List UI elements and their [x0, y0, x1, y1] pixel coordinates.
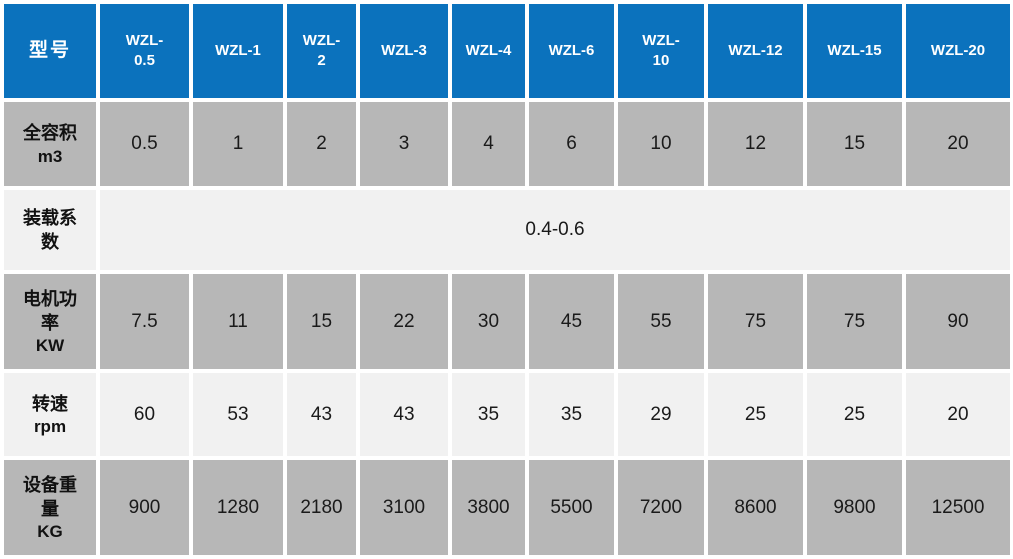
row-label-speed: 转速 rpm: [4, 373, 96, 456]
cell-motor-power-8: 75: [807, 274, 902, 369]
cell-speed-4: 35: [452, 373, 525, 456]
row-label-motor-power: 电机功 率 KW: [4, 274, 96, 369]
column-header-wzl-20: WZL-20: [906, 4, 1010, 98]
row-label-loading-factor-zh: 装载系 数: [23, 207, 77, 252]
cell-volume-9: 20: [906, 102, 1010, 186]
table-row-motor-power: 电机功 率 KW 7.5 11 15 22 30 45 55 75 75 90: [4, 274, 1010, 369]
cell-weight-6: 7200: [618, 460, 704, 555]
cell-weight-5: 5500: [529, 460, 614, 555]
column-header-wzl-6: WZL-6: [529, 4, 614, 98]
column-header-wzl-15: WZL-15: [807, 4, 902, 98]
row-label-volume-zh: 全容积: [23, 123, 77, 144]
cell-motor-power-4: 30: [452, 274, 525, 369]
cell-speed-0: 60: [100, 373, 189, 456]
cell-speed-7: 25: [708, 373, 803, 456]
cell-weight-0: 900: [100, 460, 189, 555]
table-row-volume: 全容积 m3 0.5 1 2 3 4 6 10 12 15 20: [4, 102, 1010, 186]
cell-loading-factor-merged: 0.4-0.6: [100, 190, 1010, 270]
cell-motor-power-2: 15: [287, 274, 356, 369]
cell-motor-power-3: 22: [360, 274, 448, 369]
cell-speed-9: 20: [906, 373, 1010, 456]
row-label-weight-unit: KG: [37, 522, 63, 542]
cell-volume-0: 0.5: [100, 102, 189, 186]
cell-weight-1: 1280: [193, 460, 283, 555]
cell-motor-power-9: 90: [906, 274, 1010, 369]
row-label-loading-factor: 装载系 数: [4, 190, 96, 270]
table-row-weight: 设备重 量 KG 900 1280 2180 3100 3800 5500 72…: [4, 460, 1010, 555]
table-row-speed: 转速 rpm 60 53 43 43 35 35 29 25 25 20: [4, 373, 1010, 456]
cell-volume-5: 6: [529, 102, 614, 186]
cell-motor-power-5: 45: [529, 274, 614, 369]
column-header-wzl-10: WZL- 10: [618, 4, 704, 98]
row-label-volume-unit: m3: [37, 146, 63, 166]
cell-speed-1: 53: [193, 373, 283, 456]
cell-motor-power-1: 11: [193, 274, 283, 369]
cell-speed-5: 35: [529, 373, 614, 456]
column-header-wzl-12: WZL-12: [708, 4, 803, 98]
row-label-motor-power-unit: KW: [35, 336, 65, 356]
cell-volume-6: 10: [618, 102, 704, 186]
cell-weight-7: 8600: [708, 460, 803, 555]
row-label-speed-zh: 转速: [32, 393, 68, 414]
cell-motor-power-7: 75: [708, 274, 803, 369]
cell-volume-8: 15: [807, 102, 902, 186]
cell-volume-1: 1: [193, 102, 283, 186]
table-row-loading-factor: 装载系 数 0.4-0.6: [4, 190, 1010, 270]
column-header-wzl-0-5: WZL- 0.5: [100, 4, 189, 98]
cell-volume-7: 12: [708, 102, 803, 186]
cell-weight-3: 3100: [360, 460, 448, 555]
header-corner-model: 型号: [4, 4, 96, 98]
cell-speed-6: 29: [618, 373, 704, 456]
header-row: 型号 WZL- 0.5 WZL-1 WZL- 2 WZL-3 WZL-4 WZL…: [4, 4, 1010, 98]
cell-weight-4: 3800: [452, 460, 525, 555]
row-label-volume: 全容积 m3: [4, 102, 96, 186]
cell-weight-2: 2180: [287, 460, 356, 555]
row-label-speed-unit: rpm: [33, 417, 67, 437]
row-label-weight-zh: 设备重 量: [23, 474, 77, 519]
cell-speed-8: 25: [807, 373, 902, 456]
column-header-wzl-1: WZL-1: [193, 4, 283, 98]
cell-weight-8: 9800: [807, 460, 902, 555]
cell-motor-power-6: 55: [618, 274, 704, 369]
column-header-wzl-4: WZL-4: [452, 4, 525, 98]
cell-volume-2: 2: [287, 102, 356, 186]
cell-weight-9: 12500: [906, 460, 1010, 555]
column-header-wzl-3: WZL-3: [360, 4, 448, 98]
column-header-wzl-2: WZL- 2: [287, 4, 356, 98]
cell-volume-4: 4: [452, 102, 525, 186]
cell-speed-2: 43: [287, 373, 356, 456]
cell-volume-3: 3: [360, 102, 448, 186]
cell-motor-power-0: 7.5: [100, 274, 189, 369]
row-label-weight: 设备重 量 KG: [4, 460, 96, 555]
cell-speed-3: 43: [360, 373, 448, 456]
row-label-motor-power-zh: 电机功 率: [23, 288, 77, 333]
